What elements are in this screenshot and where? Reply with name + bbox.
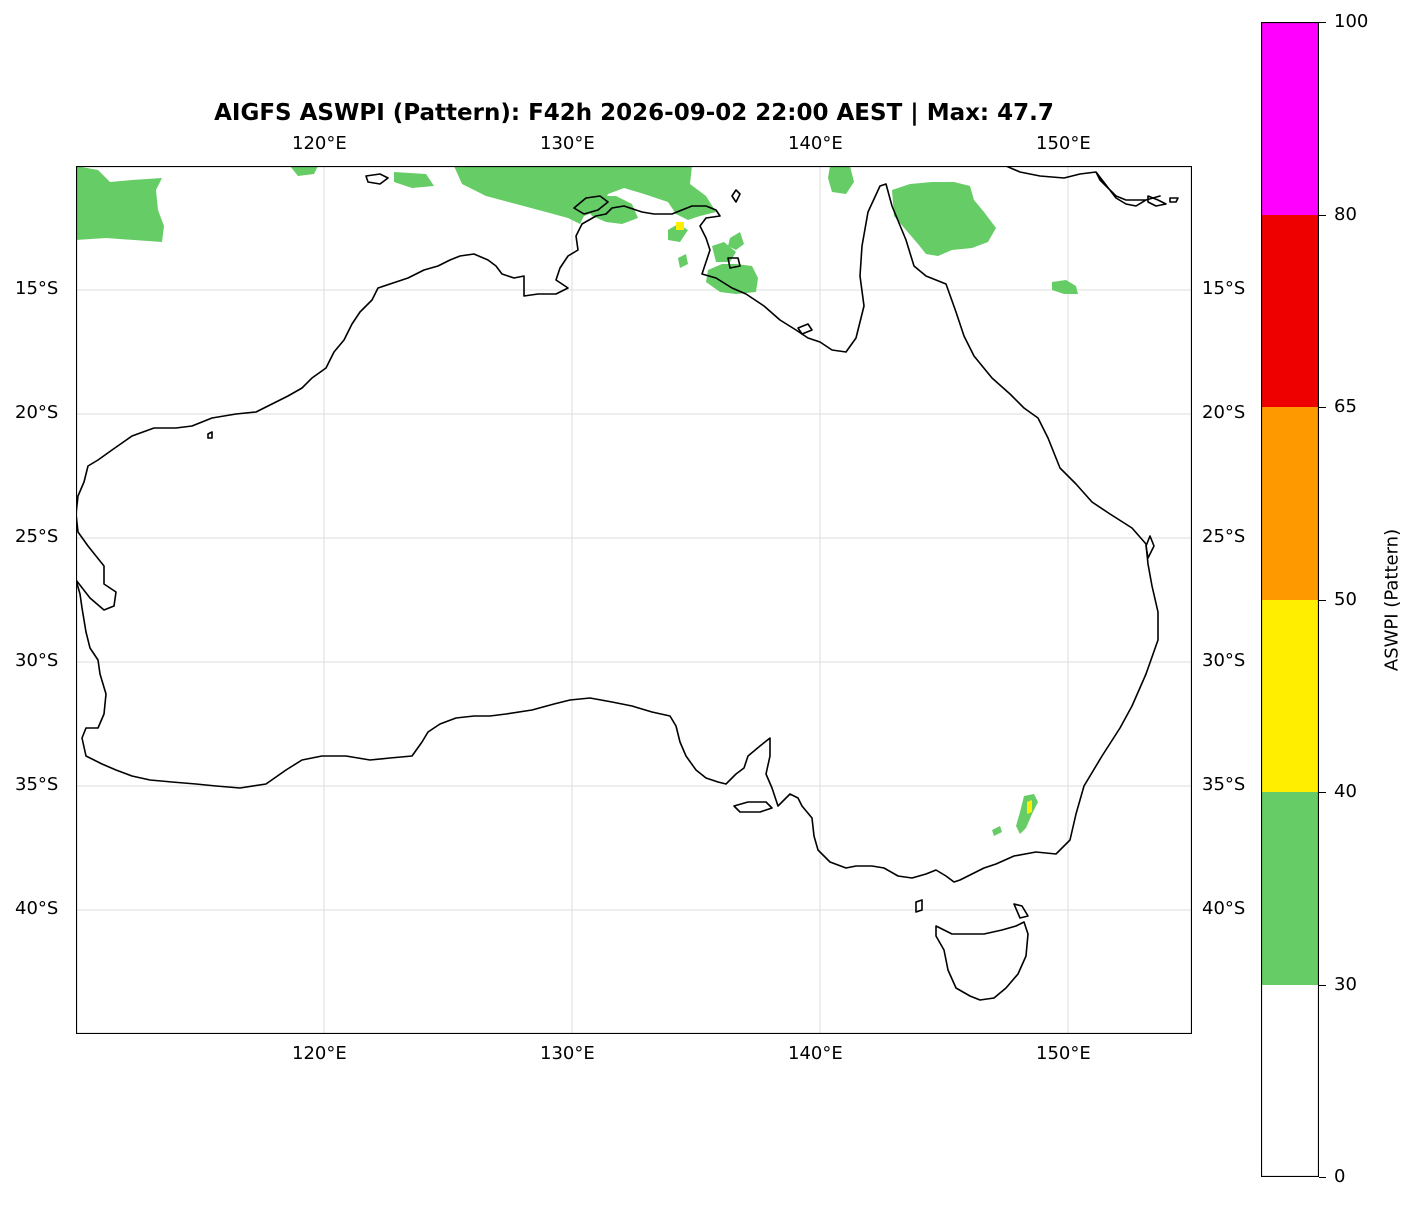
- colorbar-tick: 100: [1334, 11, 1369, 32]
- plot-border: [76, 166, 1192, 1034]
- colorbar-bin-white: [1261, 985, 1319, 1177]
- lon-tick-top: 130°E: [540, 133, 595, 154]
- aswpi-area-coral-small: [1052, 280, 1078, 294]
- fraser-island-coastline: [1145, 535, 1155, 559]
- timor-coastline: [365, 173, 389, 185]
- small-island-east-2: [1169, 197, 1179, 203]
- colorbar-bin-yellow: [1261, 600, 1319, 792]
- lat-tick-left: 15°S: [15, 278, 59, 299]
- aswpi-area-java: [76, 166, 164, 242]
- aswpi-area-yellow-snowy: [1027, 800, 1032, 814]
- tasmania-coastline: [935, 921, 1029, 1001]
- small-island-west: [207, 431, 213, 439]
- aswpi-area-timor-sea: [454, 166, 716, 224]
- colorbar-tick: 0: [1334, 1166, 1346, 1187]
- colorbar-tick: 80: [1334, 204, 1357, 225]
- aswpi-area-gulf-west: [678, 254, 688, 268]
- kangaroo-island-coastline: [733, 801, 773, 813]
- new-guinea-coastline: [1005, 166, 1161, 207]
- colorbar-tick: 50: [1334, 589, 1357, 610]
- aru-coastline: [731, 189, 741, 203]
- colorbar-bin-orange: [1261, 407, 1319, 600]
- lon-tick-bottom: 130°E: [540, 1043, 595, 1064]
- aswpi-area-yellow-nt: [676, 222, 684, 230]
- aswpi-area-vic-small: [992, 826, 1002, 836]
- lon-tick-bottom: 120°E: [292, 1043, 347, 1064]
- flinders-island-coastline: [1013, 903, 1029, 919]
- aswpi-area-cape-york-sea: [828, 166, 854, 194]
- lat-tick-left: 40°S: [15, 898, 59, 919]
- lon-tick-bottom: 150°E: [1036, 1043, 1091, 1064]
- lat-tick-right: 40°S: [1202, 898, 1246, 919]
- colorbar-tick: 30: [1334, 974, 1357, 995]
- coastlines: [76, 166, 1179, 1001]
- aswpi-area-coral-sea: [892, 182, 996, 256]
- map-plot: [76, 166, 1192, 1034]
- groote-island-coastline: [727, 257, 741, 269]
- lat-tick-left: 30°S: [15, 650, 59, 671]
- lat-tick-left: 35°S: [15, 774, 59, 795]
- colorbar-bin-magenta: [1261, 22, 1319, 215]
- lat-tick-left: 20°S: [15, 402, 59, 423]
- king-island-coastline: [915, 899, 923, 913]
- aswpi-area-wessel: [712, 242, 736, 262]
- lon-tick-bottom: 140°E: [788, 1043, 843, 1064]
- aswpi-area-groote: [706, 264, 758, 294]
- colorbar-swatches: [1260, 21, 1320, 1178]
- colorbar-tick: 65: [1334, 396, 1357, 417]
- mornington-island-coastline: [797, 323, 813, 335]
- lon-tick-top: 120°E: [292, 133, 347, 154]
- small-island-east: [1147, 195, 1167, 207]
- aswpi-area-arnhem-2: [728, 232, 744, 250]
- lat-tick-right: 30°S: [1202, 650, 1246, 671]
- colorbar-tick: 40: [1334, 781, 1357, 802]
- lat-tick-right: 20°S: [1202, 402, 1246, 423]
- colorbar-bin-red: [1261, 215, 1319, 407]
- gridlines: [76, 166, 1192, 1034]
- colorbar-bin-green: [1261, 792, 1319, 985]
- lat-tick-left: 25°S: [15, 526, 59, 547]
- lat-tick-right: 35°S: [1202, 774, 1246, 795]
- australia-coastline: [76, 183, 1159, 883]
- lat-tick-right: 15°S: [1202, 278, 1246, 299]
- lon-tick-top: 150°E: [1036, 133, 1091, 154]
- colorbar: [1260, 21, 1320, 1178]
- map-title: AIGFS ASWPI (Pattern): F42h 2026-09-02 2…: [214, 100, 1054, 126]
- aswpi-yellow-areas: [676, 222, 1032, 814]
- lon-tick-top: 140°E: [788, 133, 843, 154]
- aswpi-area-small-1: [290, 166, 318, 176]
- melville-island-coastline: [573, 195, 609, 215]
- lat-tick-right: 25°S: [1202, 526, 1246, 547]
- aswpi-area-small-2: [394, 172, 434, 188]
- colorbar-label: ASWPI (Pattern): [1381, 528, 1403, 672]
